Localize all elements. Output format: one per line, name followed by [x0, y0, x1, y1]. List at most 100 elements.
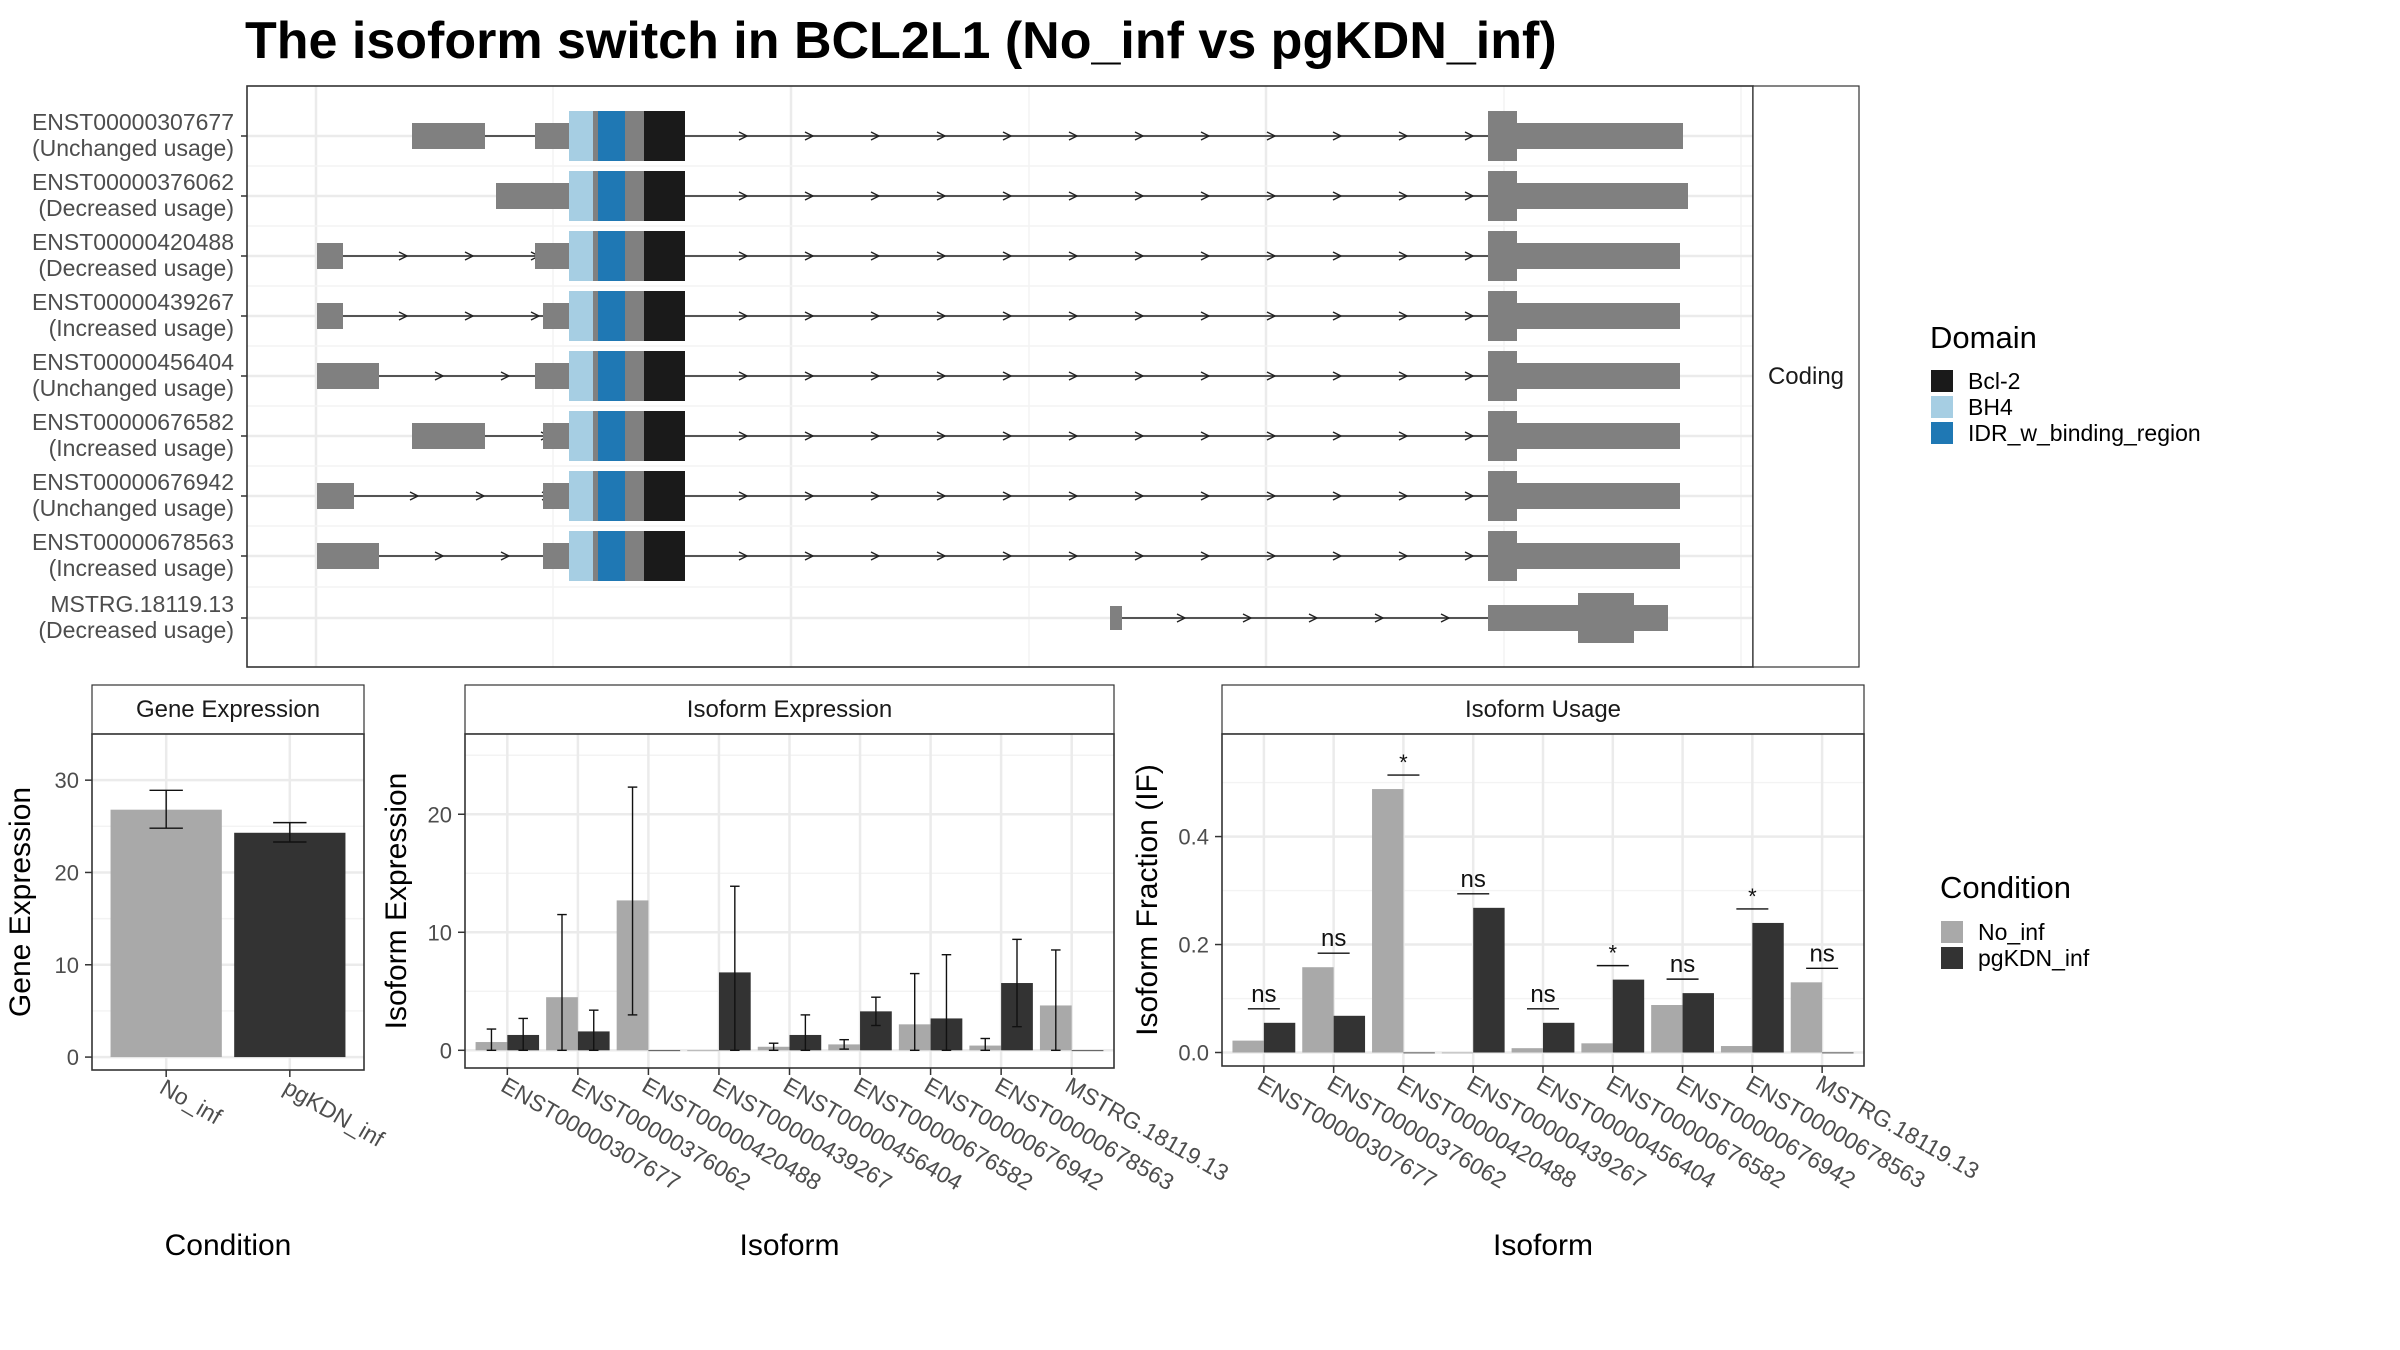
utr-exon [1515, 303, 1680, 329]
intron-arrow [1464, 191, 1475, 201]
bh4-domain [569, 411, 593, 461]
intron-arrow [1332, 311, 1343, 321]
bar [1651, 1004, 1683, 1053]
intron-arrow [804, 191, 815, 201]
bar [1511, 1048, 1543, 1053]
bcl2-domain [644, 111, 685, 161]
intron-arrow [936, 311, 947, 321]
y-tick-label: 0 [440, 1038, 452, 1063]
coding-exon-segment [593, 171, 598, 221]
coding-exon-segment [593, 231, 598, 281]
bh4-domain [569, 111, 593, 161]
intron-arrow [475, 491, 486, 501]
bar [1232, 1040, 1264, 1053]
transcript-usage-label: (Increased usage) [49, 555, 234, 581]
coding-exon-segment [625, 231, 644, 281]
bar [1720, 1046, 1753, 1053]
bh4-domain [569, 531, 593, 581]
intron-arrow [1332, 491, 1343, 501]
intron-arrow [1200, 491, 1211, 501]
domain-legend-label: IDR_w_binding_region [1968, 420, 2201, 446]
y-tick-label: 0 [67, 1045, 79, 1070]
coding-exon-segment [593, 411, 598, 461]
utr-exon [317, 543, 379, 569]
intron-arrow [870, 191, 881, 201]
intron-arrow [1308, 613, 1319, 623]
transcript-structure-ENST00000456404 [317, 351, 1680, 401]
idr-domain [598, 231, 625, 281]
significance-label: * [1399, 750, 1408, 775]
intron-arrow [936, 131, 947, 141]
intron-arrow [1398, 251, 1409, 261]
condition-legend-key [1941, 921, 1963, 943]
intron-arrow [1464, 131, 1475, 141]
utr-exon [543, 303, 571, 329]
idr-domain [598, 111, 625, 161]
coding-exon-segment [593, 111, 598, 161]
intron-arrow [1464, 251, 1475, 261]
intron-arrow [1002, 431, 1013, 441]
error-bar [871, 996, 881, 1027]
intron-arrow [804, 551, 815, 561]
intron-arrow [1398, 431, 1409, 441]
bar [234, 832, 346, 1058]
utr-exon [317, 303, 343, 329]
intron-arrow [1200, 131, 1211, 141]
bar [1372, 789, 1404, 1053]
panel-strip-title: Isoform Expression [687, 696, 892, 723]
intron-arrow [500, 371, 511, 381]
intron-arrow [1266, 431, 1277, 441]
x-axis-title: Isoform [739, 1229, 839, 1262]
intron-arrow [936, 431, 947, 441]
intron-arrow [1266, 191, 1277, 201]
intron-arrow [870, 131, 881, 141]
intron-arrow [1068, 491, 1079, 501]
transcript-id-label: ENST00000376062 [32, 169, 234, 195]
coding-exon-segment [593, 531, 598, 581]
domain-legend-key [1931, 396, 1953, 418]
transcript-structure-MSTRG.18119.13 [1110, 593, 1668, 643]
intron-arrow [1464, 371, 1475, 381]
intron-arrow [1266, 371, 1277, 381]
intron-arrow [1200, 371, 1211, 381]
intron-arrow [1398, 551, 1409, 561]
panel-strip [464, 684, 1115, 735]
transcript-structure-ENST00000439267 [317, 291, 1680, 341]
y-axis-title: Isoform Expression [380, 773, 413, 1030]
intron-arrow [1464, 431, 1475, 441]
intron-arrow [1398, 491, 1409, 501]
intron-arrow [738, 551, 749, 561]
y-tick-label: 0.2 [1178, 933, 1209, 958]
intron-arrow [804, 131, 815, 141]
intron-arrow [870, 251, 881, 261]
intron-arrow [1200, 251, 1211, 261]
intron-arrow [1134, 251, 1145, 261]
utr-exon [317, 483, 354, 509]
bcl2-domain [644, 471, 685, 521]
transcript-structure-ENST00000678563 [317, 531, 1680, 581]
utr-exon [535, 363, 571, 389]
isoform-structure-panel: ENST00000307677(Unchanged usage)ENST0000… [32, 85, 1860, 668]
bh4-domain [569, 351, 593, 401]
intron-arrow [936, 251, 947, 261]
condition-legend-title: Condition [1940, 870, 2071, 905]
idr-domain [598, 531, 625, 581]
utr-exon [412, 123, 485, 149]
intron-arrow [1002, 131, 1013, 141]
panel-strip [91, 684, 365, 735]
panel-border [91, 733, 365, 1071]
coding-exon-segment [1578, 593, 1634, 643]
significance-label: * [1609, 941, 1618, 966]
utr-exon [1515, 183, 1688, 209]
intron-arrow [1068, 191, 1079, 201]
condition-legend-key [1941, 947, 1963, 969]
utr-exon [543, 423, 571, 449]
bar [648, 1050, 681, 1052]
utr-exon [1515, 543, 1680, 569]
domain-legend-title: Domain [1930, 320, 2037, 355]
bar [1302, 967, 1334, 1053]
coding-exon-segment [593, 471, 598, 521]
transcript-usage-label: (Decreased usage) [38, 255, 234, 281]
